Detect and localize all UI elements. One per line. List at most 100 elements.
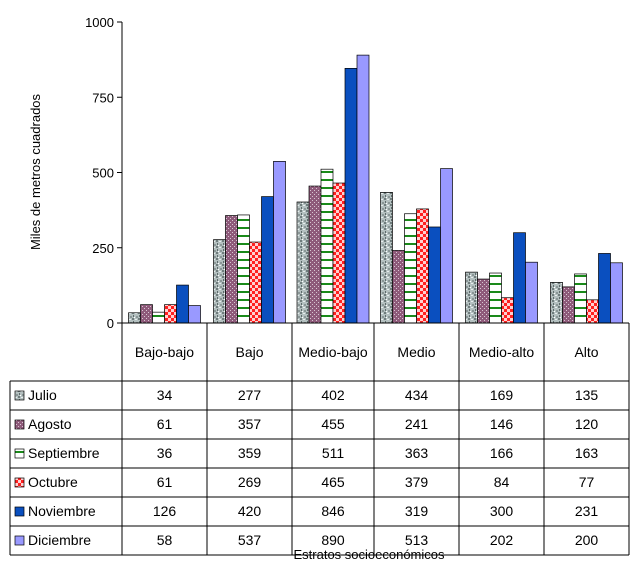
y-tick-label: 250 (92, 241, 114, 256)
legend-key (14, 419, 25, 430)
table-cell-value: 300 (490, 503, 514, 519)
table-cell-value: 357 (238, 416, 262, 432)
series-name: Agosto (28, 416, 72, 432)
bar (332, 182, 346, 324)
legend-key (14, 477, 25, 488)
legend-key (14, 506, 25, 517)
table-cell-value: 166 (490, 445, 514, 461)
bar (128, 312, 141, 324)
x-axis-title: Estratos socioeconómicos (293, 547, 445, 562)
table-cell-value: 319 (405, 503, 429, 519)
bar (296, 201, 310, 324)
category-label: Medio-alto (469, 344, 535, 360)
bar (164, 304, 177, 324)
bar (513, 232, 526, 324)
bar (152, 311, 165, 324)
table-cell-value: 200 (575, 532, 599, 548)
table-cell-value: 420 (238, 503, 262, 519)
bar (273, 161, 286, 324)
table-cell-value: 269 (238, 474, 262, 490)
table-cell-value: 363 (405, 445, 429, 461)
bar (465, 271, 478, 324)
bar (598, 253, 611, 324)
table-cell-value: 135 (575, 387, 599, 403)
table-cell-value: 359 (238, 445, 262, 461)
series-name: Septiembre (28, 445, 100, 461)
table-cell-value: 455 (321, 416, 345, 432)
table-cell-value: 277 (238, 387, 262, 403)
table-cell-value: 61 (157, 416, 173, 432)
table-cell-value: 77 (579, 474, 595, 490)
table-cell-value: 202 (490, 532, 514, 548)
table-cell-value: 36 (157, 445, 173, 461)
y-axis-title: Miles de metros cuadrados (28, 93, 43, 250)
bar (562, 286, 575, 324)
bar (344, 68, 358, 324)
bar (380, 192, 393, 324)
category-label: Medio (397, 344, 435, 360)
table-cell-value: 402 (321, 387, 345, 403)
table-cell-value: 434 (405, 387, 429, 403)
data-table: Bajo-bajo Bajo Medio-bajo Medio Medio-alto Al… (9, 322, 630, 556)
table-cell-value: 513 (405, 532, 429, 548)
bar (261, 196, 274, 324)
y-axis: 0 250 500 750 1000 (85, 15, 123, 331)
category-label: Bajo-bajo (135, 344, 194, 360)
y-tick-label: 0 (107, 316, 114, 331)
table-cell-value: 511 (322, 445, 345, 461)
table-cell-value: 231 (575, 503, 599, 519)
table-cell-value: 163 (575, 445, 599, 461)
table-cell-value: 34 (157, 387, 173, 403)
y-tick-label: 750 (92, 90, 114, 105)
category-label: Alto (574, 344, 598, 360)
table-cell-value: 120 (575, 416, 599, 432)
category-label: Medio-bajo (298, 344, 367, 360)
table-cell-value: 465 (321, 474, 345, 490)
bar (416, 208, 429, 324)
bar (140, 304, 153, 324)
bar (550, 282, 563, 324)
table-cell-value: 169 (490, 387, 514, 403)
table-cell-value: 890 (321, 532, 345, 548)
y-tick-label: 500 (92, 166, 114, 181)
table-cell-value: 241 (405, 416, 429, 432)
legend-key (14, 448, 25, 459)
table-cell-value: 146 (490, 416, 514, 432)
bar (586, 299, 599, 324)
bar (249, 241, 262, 324)
bar (404, 213, 417, 324)
bar (308, 185, 322, 324)
bar (525, 261, 538, 324)
table-cell-value: 84 (494, 474, 510, 490)
table-cell-value: 379 (405, 474, 429, 490)
table-cell-value: 58 (157, 532, 173, 548)
bar (237, 214, 250, 324)
table-cell-value: 537 (238, 532, 262, 548)
bar (489, 272, 502, 324)
table-cell-value: 846 (321, 503, 345, 519)
legend-key (14, 535, 25, 546)
bar (188, 305, 201, 324)
bar (320, 168, 334, 324)
series-name: Julio (28, 387, 57, 403)
bar (610, 262, 623, 324)
bar (477, 278, 490, 324)
bar (225, 215, 238, 324)
table-cell-value: 126 (153, 503, 177, 519)
series-name: Noviembre (28, 503, 96, 519)
series-name: Diciembre (28, 532, 91, 548)
legend-key (14, 390, 25, 401)
table-cell-value: 61 (157, 474, 173, 490)
bar (392, 250, 405, 324)
bars (128, 54, 623, 324)
bar (501, 297, 514, 324)
category-label: Bajo (235, 344, 263, 360)
bar (574, 273, 587, 324)
bar (176, 284, 189, 324)
bar (440, 168, 453, 324)
bar (356, 54, 370, 324)
bar (213, 239, 226, 324)
y-tick-label: 1000 (85, 15, 114, 30)
bar (428, 226, 441, 324)
